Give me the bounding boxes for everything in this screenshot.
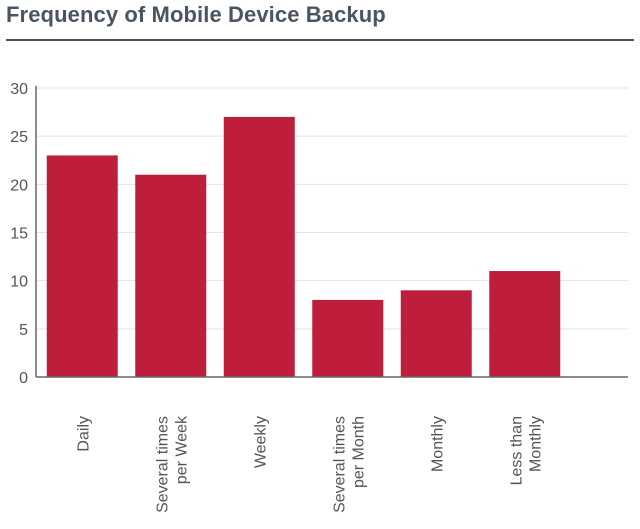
y-tick-label: 0 <box>19 370 28 387</box>
y-tick-label: 5 <box>19 322 28 339</box>
x-tick-label-line: per Month <box>350 416 367 488</box>
y-tick-labels: 0 5 10 15 20 25 30 <box>10 81 28 387</box>
x-tick-label-line: Several times <box>331 416 348 513</box>
x-tick-label-line: Monthly <box>429 416 446 472</box>
bar <box>46 155 118 377</box>
x-tick-label-line: Weekly <box>252 416 269 468</box>
bars <box>46 116 561 378</box>
x-tick-label-line: Several times <box>154 416 171 513</box>
x-tick-label-line: Monthly <box>527 416 544 472</box>
bar <box>400 290 472 377</box>
chart-title: Frequency of Mobile Device Backup <box>6 2 386 27</box>
y-tick-label: 15 <box>10 226 28 243</box>
x-tick-label-line: per Week <box>173 415 190 484</box>
x-tick-label: Monthly <box>429 416 446 472</box>
x-tick-label: Less than Monthly <box>508 416 544 485</box>
x-tick-label: Several times per Month <box>331 416 367 513</box>
bar <box>223 116 295 378</box>
x-tick-label: Weekly <box>252 416 269 468</box>
axes <box>35 86 628 378</box>
x-tick-labels: Daily Several times per Week Weekly Several … <box>75 415 544 513</box>
y-tick-label: 30 <box>10 81 28 98</box>
x-tick-label-line: Daily <box>75 416 92 452</box>
y-tick-label: 20 <box>10 177 28 194</box>
bar <box>135 174 207 377</box>
x-tick-label: Several times per Week <box>154 415 190 513</box>
x-tick-label: Daily <box>75 416 92 452</box>
title-divider <box>6 39 634 41</box>
bar <box>489 271 561 377</box>
bar <box>312 299 384 377</box>
y-tick-label: 25 <box>10 129 28 146</box>
y-tick-label: 10 <box>10 274 28 291</box>
x-tick-label-line: Less than <box>508 416 525 485</box>
